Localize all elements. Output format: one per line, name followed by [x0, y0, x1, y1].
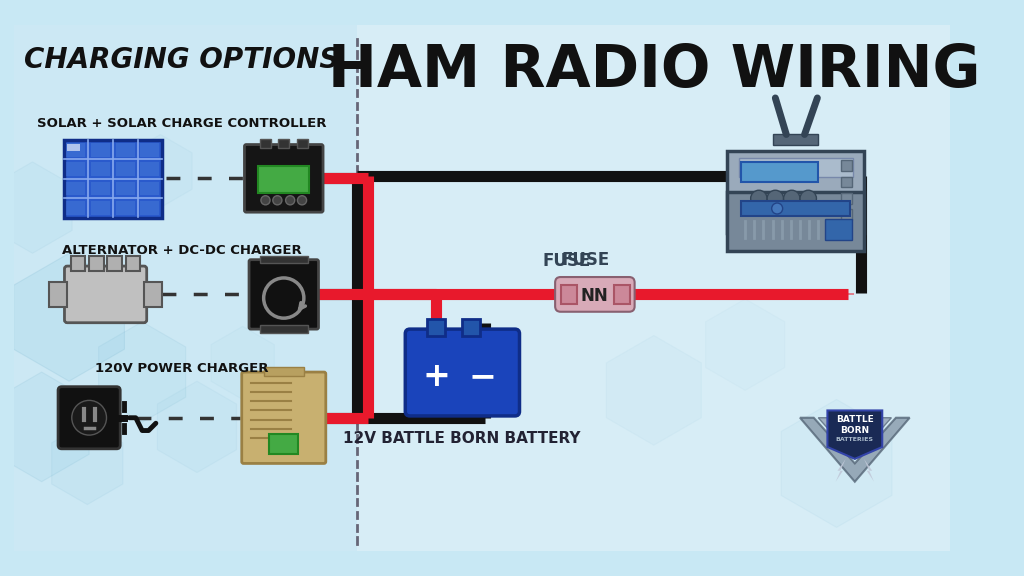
Polygon shape — [98, 322, 185, 422]
Polygon shape — [706, 299, 784, 391]
Polygon shape — [827, 411, 883, 459]
Polygon shape — [836, 459, 846, 482]
Polygon shape — [51, 422, 123, 505]
Bar — [297, 139, 307, 148]
Circle shape — [261, 196, 270, 205]
Text: 120V POWER CHARGER: 120V POWER CHARGER — [94, 362, 268, 375]
Circle shape — [772, 203, 782, 214]
Bar — [126, 256, 140, 271]
Bar — [67, 162, 85, 176]
FancyBboxPatch shape — [406, 329, 519, 416]
Bar — [258, 165, 309, 193]
Bar — [727, 151, 864, 233]
Circle shape — [72, 400, 106, 435]
Bar — [738, 158, 853, 176]
Bar — [140, 201, 160, 215]
FancyBboxPatch shape — [556, 278, 634, 311]
Bar — [49, 282, 68, 307]
Bar — [462, 319, 480, 335]
Text: −: − — [468, 360, 496, 393]
Polygon shape — [864, 459, 874, 482]
Bar — [279, 139, 289, 148]
Text: BATTLE: BATTLE — [836, 415, 873, 424]
Bar — [71, 256, 85, 271]
Bar — [67, 143, 85, 157]
Bar — [613, 285, 630, 304]
FancyBboxPatch shape — [65, 266, 146, 323]
Bar — [116, 181, 135, 195]
Text: BATTERIES: BATTERIES — [836, 437, 873, 442]
Bar — [260, 139, 271, 148]
Bar — [91, 162, 111, 176]
Bar — [616, 286, 629, 302]
Text: FUSE: FUSE — [561, 251, 609, 269]
Bar — [841, 176, 852, 188]
Text: +: + — [423, 360, 451, 393]
Polygon shape — [13, 253, 125, 381]
Polygon shape — [129, 135, 193, 207]
Bar — [263, 366, 304, 376]
Bar — [772, 135, 818, 146]
Bar — [269, 434, 298, 454]
Text: BORN: BORN — [841, 426, 869, 435]
Bar — [116, 201, 135, 215]
Polygon shape — [818, 418, 891, 459]
Polygon shape — [158, 381, 237, 472]
FancyBboxPatch shape — [58, 386, 120, 449]
Bar — [91, 181, 111, 195]
FancyBboxPatch shape — [242, 372, 326, 464]
Bar — [91, 201, 111, 215]
Bar — [89, 256, 103, 271]
Circle shape — [783, 190, 800, 207]
Polygon shape — [211, 327, 274, 400]
Text: CHARGING OPTIONS: CHARGING OPTIONS — [24, 46, 339, 74]
Bar — [63, 140, 162, 218]
Bar — [67, 201, 85, 215]
Bar — [140, 143, 160, 157]
Bar — [108, 256, 122, 271]
Bar — [116, 162, 135, 176]
Text: SOLAR + SOLAR CHARGE CONTROLLER: SOLAR + SOLAR CHARGE CONTROLLER — [37, 117, 327, 130]
Polygon shape — [800, 418, 909, 482]
Circle shape — [767, 190, 783, 207]
Bar — [356, 25, 950, 551]
Bar — [727, 192, 864, 252]
Text: NN: NN — [581, 287, 608, 305]
FancyBboxPatch shape — [249, 260, 318, 329]
Text: FUSE: FUSE — [543, 252, 591, 270]
Bar — [740, 201, 850, 216]
Polygon shape — [0, 372, 89, 482]
Bar — [841, 193, 852, 204]
Text: HAM RADIO WIRING: HAM RADIO WIRING — [328, 42, 980, 99]
Bar — [427, 319, 445, 335]
FancyBboxPatch shape — [245, 145, 323, 212]
Polygon shape — [606, 335, 701, 445]
Bar — [824, 219, 852, 240]
Polygon shape — [0, 162, 72, 253]
Circle shape — [297, 196, 306, 205]
Bar — [140, 181, 160, 195]
Circle shape — [272, 196, 282, 205]
Bar — [560, 285, 578, 304]
Bar — [67, 181, 85, 195]
Text: ALTERNATOR + DC-DC CHARGER: ALTERNATOR + DC-DC CHARGER — [61, 244, 301, 257]
Bar — [841, 160, 852, 171]
Text: NN: NN — [582, 288, 607, 303]
FancyBboxPatch shape — [555, 277, 635, 312]
Bar — [144, 282, 162, 307]
Bar — [68, 143, 80, 151]
Bar — [116, 143, 135, 157]
Polygon shape — [781, 400, 892, 528]
Bar — [841, 210, 852, 221]
Text: 12V BATTLE BORN BATTERY: 12V BATTLE BORN BATTERY — [343, 430, 581, 446]
Bar — [260, 325, 307, 333]
Bar — [140, 162, 160, 176]
Circle shape — [751, 190, 767, 207]
Bar — [91, 143, 111, 157]
Bar — [560, 286, 572, 302]
Circle shape — [800, 190, 816, 207]
Bar — [260, 256, 307, 263]
Bar — [740, 162, 818, 182]
Circle shape — [286, 196, 295, 205]
